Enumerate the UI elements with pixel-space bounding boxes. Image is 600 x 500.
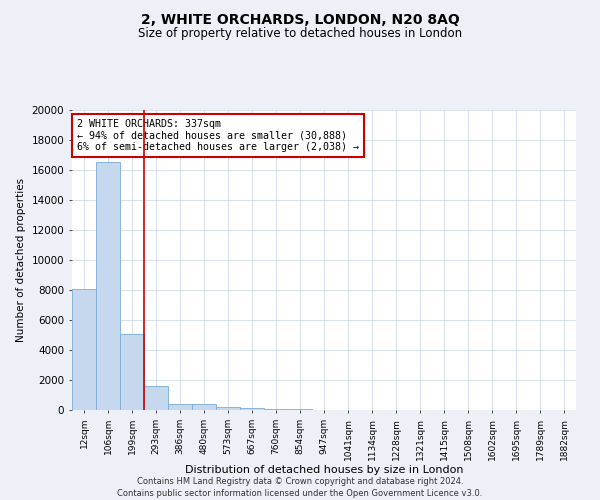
Y-axis label: Number of detached properties: Number of detached properties <box>16 178 26 342</box>
Bar <box>264 408 288 410</box>
Bar <box>168 404 192 410</box>
X-axis label: Distribution of detached houses by size in London: Distribution of detached houses by size … <box>185 466 463 475</box>
Text: Size of property relative to detached houses in London: Size of property relative to detached ho… <box>138 28 462 40</box>
Bar <box>72 289 96 410</box>
Bar <box>216 407 240 410</box>
Text: 2 WHITE ORCHARDS: 337sqm
← 94% of detached houses are smaller (30,888)
6% of sem: 2 WHITE ORCHARDS: 337sqm ← 94% of detach… <box>77 119 359 152</box>
Bar <box>192 404 216 410</box>
Bar <box>240 408 264 410</box>
Text: Contains public sector information licensed under the Open Government Licence v3: Contains public sector information licen… <box>118 489 482 498</box>
Text: Contains HM Land Registry data © Crown copyright and database right 2024.: Contains HM Land Registry data © Crown c… <box>137 478 463 486</box>
Bar <box>288 409 312 410</box>
Bar <box>96 162 120 410</box>
Text: 2, WHITE ORCHARDS, LONDON, N20 8AQ: 2, WHITE ORCHARDS, LONDON, N20 8AQ <box>140 12 460 26</box>
Bar <box>120 334 144 410</box>
Bar <box>144 386 168 410</box>
